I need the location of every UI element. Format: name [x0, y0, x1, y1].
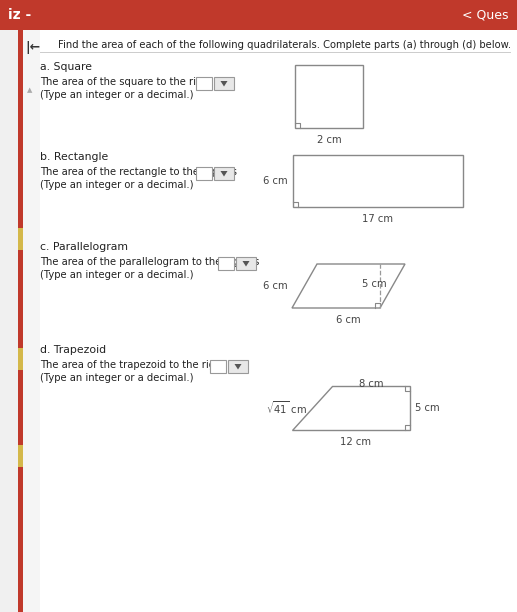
Text: 6 cm: 6 cm — [263, 281, 288, 291]
Bar — [218, 257, 234, 270]
Text: < Ques: < Ques — [463, 9, 509, 21]
Text: 17 cm: 17 cm — [362, 214, 393, 224]
Bar — [18, 445, 23, 467]
Bar — [18, 30, 23, 612]
Bar — [196, 167, 212, 180]
Text: iz -: iz - — [8, 8, 31, 22]
Polygon shape — [235, 364, 241, 370]
Text: 8 cm: 8 cm — [359, 379, 383, 389]
Bar — [18, 228, 23, 250]
Text: Find the area of each of the following quadrilaterals. Complete parts (a) throug: Find the area of each of the following q… — [58, 40, 511, 50]
Bar — [0, 0, 517, 30]
Bar — [214, 167, 234, 180]
Text: |←: |← — [25, 42, 40, 54]
Text: a. Square: a. Square — [40, 62, 92, 72]
Text: 5 cm: 5 cm — [362, 279, 387, 289]
Bar — [228, 360, 248, 373]
Text: 5 cm: 5 cm — [415, 403, 439, 413]
Text: b. Rectangle: b. Rectangle — [40, 152, 108, 162]
Text: 12 cm: 12 cm — [341, 437, 372, 447]
Text: (Type an integer or a decimal.): (Type an integer or a decimal.) — [40, 180, 193, 190]
Polygon shape — [292, 264, 405, 308]
Bar — [210, 360, 226, 373]
Text: 6 cm: 6 cm — [263, 176, 288, 186]
Bar — [295, 65, 363, 128]
Bar — [18, 348, 23, 370]
Text: c. Parallelogram: c. Parallelogram — [40, 242, 128, 252]
Bar — [196, 77, 212, 90]
Bar — [18, 30, 40, 612]
Polygon shape — [220, 81, 227, 86]
Polygon shape — [220, 171, 227, 176]
Polygon shape — [292, 386, 410, 430]
Text: ▲: ▲ — [27, 87, 33, 93]
Text: The area of the square to the right is: The area of the square to the right is — [40, 77, 224, 87]
Text: 6 cm: 6 cm — [336, 315, 361, 325]
Text: d. Trapezoid: d. Trapezoid — [40, 345, 106, 355]
Bar — [293, 155, 463, 207]
Text: The area of the parallelogram to the right is: The area of the parallelogram to the rig… — [40, 257, 260, 267]
Text: (Type an integer or a decimal.): (Type an integer or a decimal.) — [40, 373, 193, 383]
Text: The area of the rectangle to the right is: The area of the rectangle to the right i… — [40, 167, 237, 177]
Bar — [214, 77, 234, 90]
Text: 2 cm: 2 cm — [317, 135, 341, 145]
Polygon shape — [242, 261, 250, 266]
Text: The area of the trapezoid to the right is: The area of the trapezoid to the right i… — [40, 360, 237, 370]
Text: (Type an integer or a decimal.): (Type an integer or a decimal.) — [40, 270, 193, 280]
Text: (Type an integer or a decimal.): (Type an integer or a decimal.) — [40, 90, 193, 100]
Text: $\sqrt{41}$ cm: $\sqrt{41}$ cm — [266, 400, 307, 416]
Bar — [236, 257, 256, 270]
